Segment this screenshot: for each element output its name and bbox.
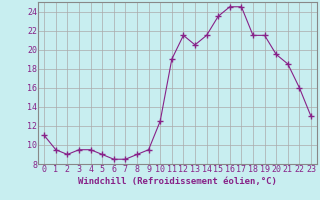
X-axis label: Windchill (Refroidissement éolien,°C): Windchill (Refroidissement éolien,°C)	[78, 177, 277, 186]
